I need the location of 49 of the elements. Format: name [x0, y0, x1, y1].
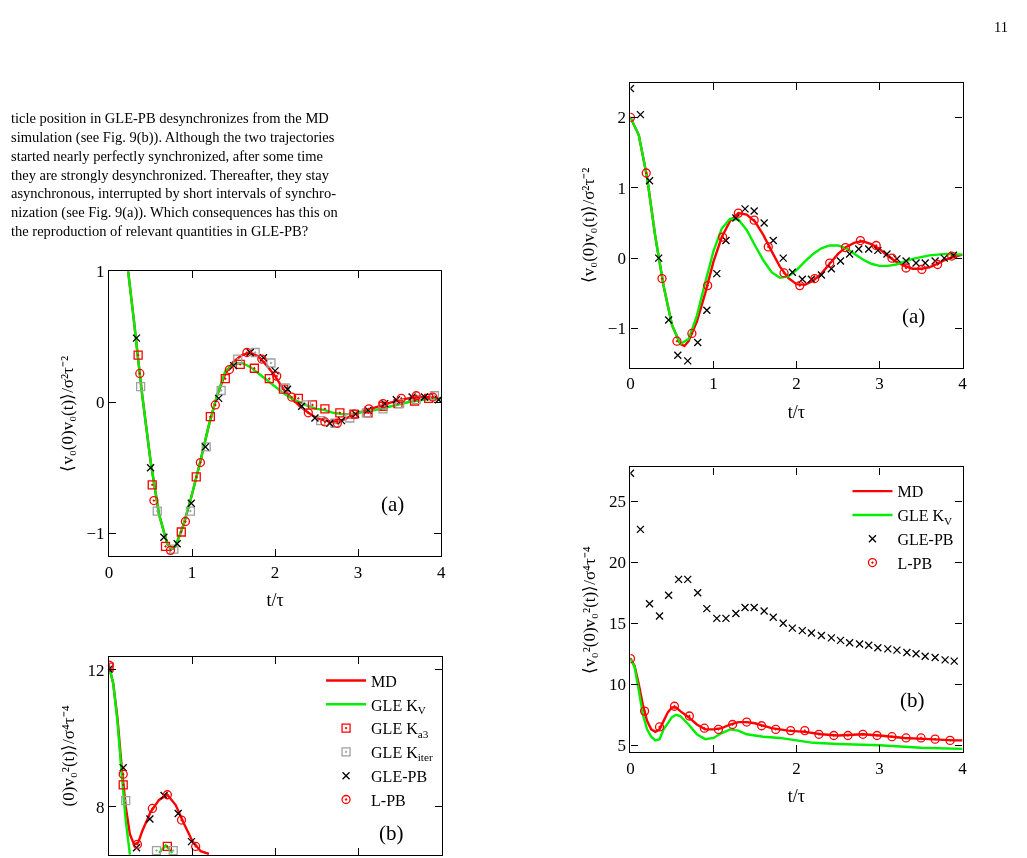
y-tick-label: 0	[617, 249, 626, 269]
legend-label: L-PB	[897, 554, 933, 572]
x-tick-label: 4	[958, 374, 968, 394]
y-tick-label: −1	[607, 319, 626, 339]
annotation: (a)	[902, 304, 926, 328]
x-tick-label: 1	[187, 562, 197, 582]
y-tick-label: −1	[86, 524, 105, 544]
legend-label: MD	[897, 483, 924, 501]
annotation: (a)	[381, 492, 405, 516]
legend-label: GLE K$_{a3}$	[371, 720, 429, 740]
y-axis-title: ⟨v₀²(0)v₀²(t)⟩/σ⁴τ⁻⁴	[580, 546, 600, 674]
x-tick-label: 2	[792, 759, 801, 778]
x-tick-label: 3	[875, 374, 884, 394]
text: 11	[994, 19, 1008, 35]
y-tick-label: 8	[96, 797, 105, 817]
x-axis-title: t/τ	[787, 401, 806, 422]
y-axis-title: ⟨v₀(0)v₀(t)⟩/σ²τ⁻²	[579, 167, 599, 284]
legend-label: GLE-PB	[371, 767, 428, 785]
y-tick-label: 2	[617, 108, 626, 128]
legend-label: GLE K$_{V}$	[371, 696, 426, 716]
y-tick-label: 10	[608, 675, 626, 695]
x-tick-label: 4	[958, 759, 968, 778]
x-axis-title: t/τ	[266, 589, 284, 610]
legend-label: GLE-PB	[897, 531, 954, 548]
x-axis-title: t/τ	[787, 786, 806, 807]
annotation: (b)	[900, 688, 925, 712]
x-tick-label: 4	[436, 562, 446, 582]
x-tick-label: 3	[875, 759, 884, 778]
x-tick-label: 1	[709, 759, 718, 778]
y-tick-label: 15	[608, 614, 626, 634]
y-tick-label: 20	[608, 553, 626, 573]
y-tick-label: 25	[608, 492, 626, 512]
y-tick-label: 1	[617, 178, 626, 198]
legend-label: GLE K$_{V}$	[897, 507, 953, 527]
x-tick-label: 2	[270, 562, 280, 582]
y-tick-label: 1	[96, 262, 105, 282]
y-axis-title: (0)v₀²(t)⟩/σ⁴τ⁻⁴	[59, 705, 79, 807]
legend-label: L-PB	[371, 791, 406, 809]
legend-label: GLE K$_{iter}$	[371, 744, 433, 764]
annotation: (b)	[379, 821, 404, 845]
x-tick-label: 3	[353, 562, 363, 582]
legend-label: MD	[371, 672, 397, 690]
text: ticle position in GLE-PB desynchronizes from the MD simulation (see Fig. 9(b)). Although the two trajectories started nearly perfectly synchronized, after some time they are strongly desynchronized. Thereafter, they stay asynchronous, interrupted by short intervals of synchro- nization (see Fig. 9(a)). Which consequences has this on the reproduction of relevant quantities in GLE-PB?	[11, 110, 339, 240]
x-tick-label: 2	[792, 374, 801, 394]
y-tick-label: 0	[96, 393, 105, 413]
y-axis-title: ⟨v₀(0)v₀(t)⟩/σ²τ⁻²	[57, 355, 77, 472]
y-tick-label: 5	[617, 736, 626, 756]
y-tick-label: 12	[87, 660, 105, 680]
x-tick-label: 1	[709, 374, 718, 394]
